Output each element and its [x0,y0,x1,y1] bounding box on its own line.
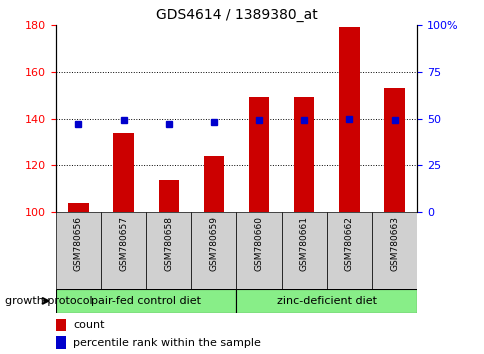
Bar [191,212,236,289]
Bar [56,289,236,313]
Text: GSM780659: GSM780659 [209,216,218,271]
Bar [146,212,191,289]
Text: GSM780661: GSM780661 [299,216,308,271]
Bar [56,212,101,289]
Bar [281,212,326,289]
Bar [338,27,359,212]
Bar [293,97,314,212]
Bar [236,212,281,289]
Text: zinc-deficient diet: zinc-deficient diet [276,296,376,306]
Text: GSM780656: GSM780656 [74,216,83,271]
Bar [101,212,146,289]
Bar [326,212,371,289]
Bar [113,133,134,212]
Bar [371,212,416,289]
Bar [203,156,224,212]
Text: GSM780660: GSM780660 [254,216,263,271]
Text: GSM780657: GSM780657 [119,216,128,271]
Bar [383,88,404,212]
Text: pair-fed control diet: pair-fed control diet [91,296,201,306]
Bar [236,289,416,313]
Bar [56,336,66,349]
Bar [56,319,66,331]
Text: count: count [74,320,105,330]
Text: GSM780663: GSM780663 [389,216,398,271]
Text: growth protocol: growth protocol [5,296,92,306]
Bar [68,203,89,212]
Text: percentile rank within the sample: percentile rank within the sample [74,338,261,348]
Text: GSM780662: GSM780662 [344,216,353,271]
Bar [158,179,179,212]
Title: GDS4614 / 1389380_at: GDS4614 / 1389380_at [155,8,317,22]
Text: GSM780658: GSM780658 [164,216,173,271]
Bar [248,97,269,212]
